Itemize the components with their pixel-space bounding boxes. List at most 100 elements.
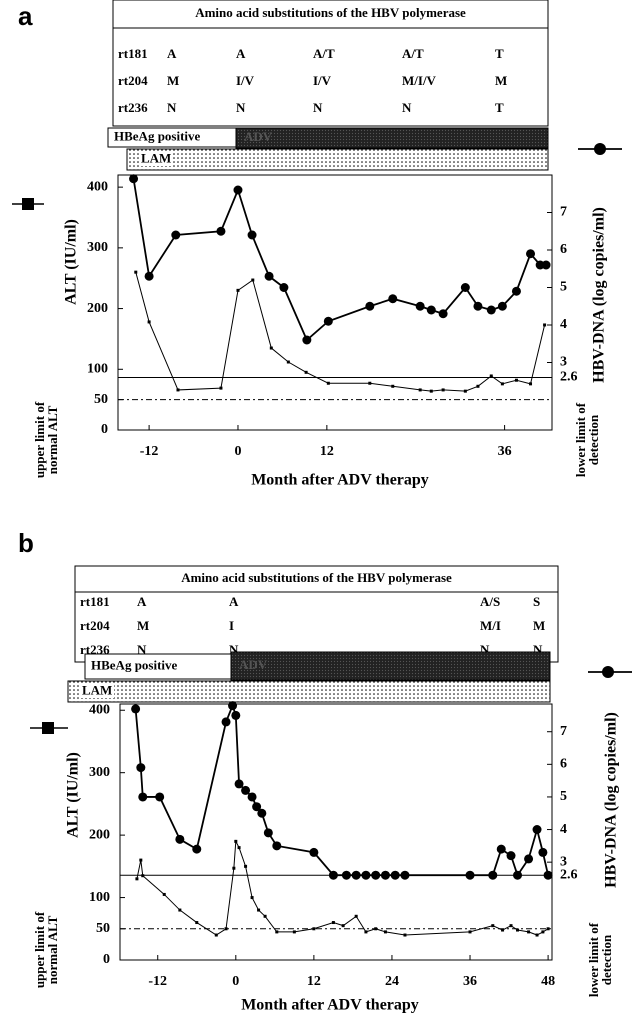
x-axis-label: Month after ADV therapy <box>241 997 419 1014</box>
data-point <box>465 870 475 880</box>
data-point <box>538 847 548 857</box>
data-point <box>341 870 351 880</box>
table-title: Amino acid substitutions of the HBV poly… <box>181 570 452 585</box>
data-point <box>304 370 308 374</box>
x-tick-label: -12 <box>148 974 167 989</box>
data-point <box>341 924 345 928</box>
data-point <box>429 389 433 393</box>
data-point <box>214 933 218 937</box>
data-point <box>400 870 410 880</box>
data-point <box>234 779 244 789</box>
data-point <box>155 792 165 802</box>
data-point <box>176 388 180 392</box>
row-label: rt236 <box>80 642 110 657</box>
table-cell: N <box>167 100 177 115</box>
table-cell: A/T <box>402 46 424 61</box>
data-point <box>524 854 534 864</box>
data-point <box>252 802 262 812</box>
y-tick-label: 300 <box>89 765 110 780</box>
y2-tick-label: 4 <box>560 317 567 332</box>
upper-limit-label: upper limit of normal ALT <box>32 911 60 989</box>
x-tick-label: -12 <box>140 444 159 459</box>
legend-marker <box>42 722 54 734</box>
data-point <box>361 870 371 880</box>
data-point <box>441 388 445 392</box>
y2-tick-label: 3 <box>560 355 567 370</box>
data-point <box>388 294 398 304</box>
table-cell: A <box>137 594 147 609</box>
data-point <box>526 249 536 259</box>
data-point <box>541 260 551 270</box>
data-point <box>247 230 257 240</box>
data-point <box>326 381 330 385</box>
table-cell: N <box>402 100 412 115</box>
data-point <box>529 382 533 386</box>
adv-label: ADV <box>239 657 268 672</box>
data-point <box>509 924 513 928</box>
data-point <box>257 908 261 912</box>
data-point <box>134 270 138 274</box>
data-point <box>175 834 185 844</box>
data-point <box>136 763 146 773</box>
data-point <box>302 335 312 345</box>
y-tick-label: 100 <box>87 362 108 377</box>
data-point <box>131 704 141 714</box>
y-tick-label: 50 <box>96 921 110 936</box>
y2-tick-label: 2.6 <box>560 370 578 385</box>
data-point <box>351 870 361 880</box>
x-tick-label: 36 <box>498 444 512 459</box>
data-point <box>221 717 231 727</box>
table-cell: A <box>236 46 246 61</box>
y2-tick-label: 6 <box>560 242 567 257</box>
data-point <box>144 271 154 281</box>
data-point <box>371 870 381 880</box>
y-tick-label: 0 <box>101 422 108 437</box>
data-point <box>532 825 542 835</box>
table-cell: I/V <box>313 73 332 88</box>
data-point <box>380 870 390 880</box>
data-point <box>228 701 238 711</box>
data-point <box>224 927 228 931</box>
data-point <box>309 847 319 857</box>
x-tick-label: 0 <box>232 974 239 989</box>
data-point <box>237 846 241 850</box>
data-point <box>543 323 547 327</box>
data-point <box>513 870 523 880</box>
lam-label: LAM <box>141 150 171 165</box>
legend-marker <box>22 198 34 210</box>
data-point <box>516 928 520 932</box>
plot-frame <box>119 703 553 961</box>
table-box <box>112 0 549 127</box>
data-point <box>497 301 507 311</box>
table-cell: M/I/V <box>402 73 437 88</box>
hbeag-label: HBeAg positive <box>114 128 201 143</box>
upper-limit-label: upper limit of normal ALT <box>32 401 60 479</box>
x-tick-label: 24 <box>385 974 399 989</box>
data-point <box>263 828 273 838</box>
lam-band <box>126 148 549 171</box>
y-tick-label: 400 <box>89 702 110 717</box>
data-point <box>234 839 238 843</box>
table-cell: N <box>236 100 246 115</box>
data-point <box>135 877 139 881</box>
data-point <box>496 844 506 854</box>
data-point <box>506 851 516 861</box>
y-tick-label: 200 <box>87 301 108 316</box>
data-point <box>264 271 274 281</box>
data-point <box>374 927 378 931</box>
table-cell: M <box>533 618 545 633</box>
data-point <box>292 930 296 934</box>
lam-label-bg <box>80 685 114 698</box>
table-cell: N <box>480 642 490 657</box>
series-line <box>132 178 547 342</box>
table-cell: N <box>313 100 323 115</box>
data-point <box>178 908 182 912</box>
data-point <box>323 316 333 326</box>
hbeag-label: HBeAg positive <box>91 657 178 672</box>
y-tick-label: 400 <box>87 179 108 194</box>
y-axis-label: ALT (IU/ml) <box>63 219 80 305</box>
row-label: rt236 <box>118 100 148 115</box>
panel-label: a <box>18 1 33 31</box>
y2-tick-label: 7 <box>560 205 567 220</box>
